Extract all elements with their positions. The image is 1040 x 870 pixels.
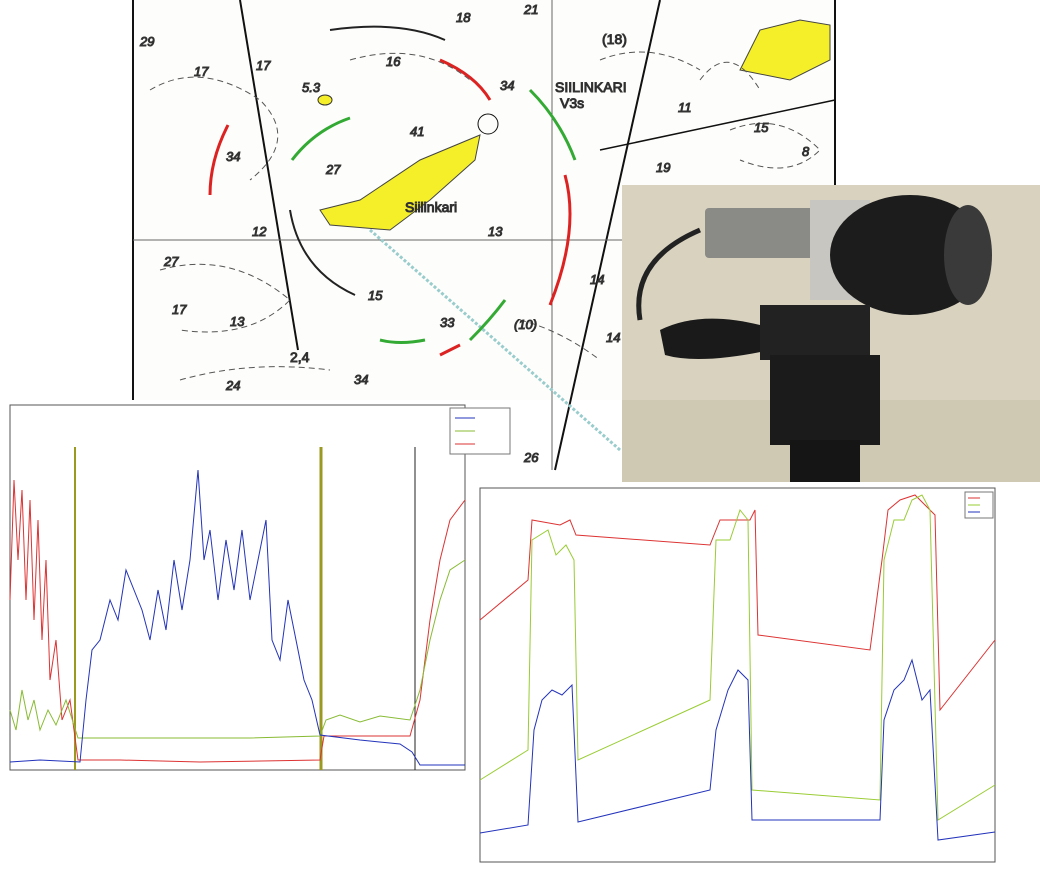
right-plot [470, 482, 1040, 870]
depth-label: 27 [325, 162, 341, 177]
depth-label: 12 [252, 224, 267, 239]
depth-label: 17 [256, 58, 271, 73]
depth-label: 2,4 [290, 349, 310, 365]
depth-label: 17 [194, 64, 209, 79]
depth-label: 34 [500, 78, 514, 93]
left-plot [5, 400, 515, 775]
depth-label: 14 [606, 330, 620, 345]
depth-label: 5.3 [302, 80, 321, 95]
depth-label: 33 [440, 315, 455, 330]
depth-label: 19 [656, 160, 670, 175]
depth-label: 15 [754, 120, 769, 135]
depth-label: 41 [410, 124, 424, 139]
depth-label: 34 [226, 149, 240, 164]
depth-label: 29 [139, 34, 154, 49]
depth-label: (18) [602, 31, 627, 47]
depth-label: 18 [456, 10, 471, 25]
collage: 29 18 21 (18) 17 17 16 5.3 34 SIILINKARI… [0, 0, 1040, 870]
depth-label: 13 [488, 224, 503, 239]
place-name: SIILINKARI [555, 79, 627, 95]
camera-photo [622, 185, 1040, 482]
depth-label: 27 [163, 254, 179, 269]
depth-label: 21 [523, 2, 538, 17]
depth-label: 34 [354, 372, 368, 387]
depth-label: 11 [678, 100, 692, 115]
depth-label: 15 [368, 288, 383, 303]
depth-label: 24 [225, 378, 240, 393]
depth-label: 8 [802, 144, 810, 159]
place-name: Siilinkari [405, 199, 457, 215]
depth-label: 14 [590, 272, 604, 287]
depth-label: 26 [523, 450, 539, 465]
depth-label: 13 [230, 314, 245, 329]
depth-label: 17 [172, 302, 187, 317]
scene: 29 18 21 (18) 17 17 16 5.3 34 SIILINKARI… [0, 0, 1040, 870]
depth-label: (10) [514, 317, 537, 332]
light-label: V3s [560, 95, 584, 111]
depth-label: 16 [386, 54, 401, 69]
